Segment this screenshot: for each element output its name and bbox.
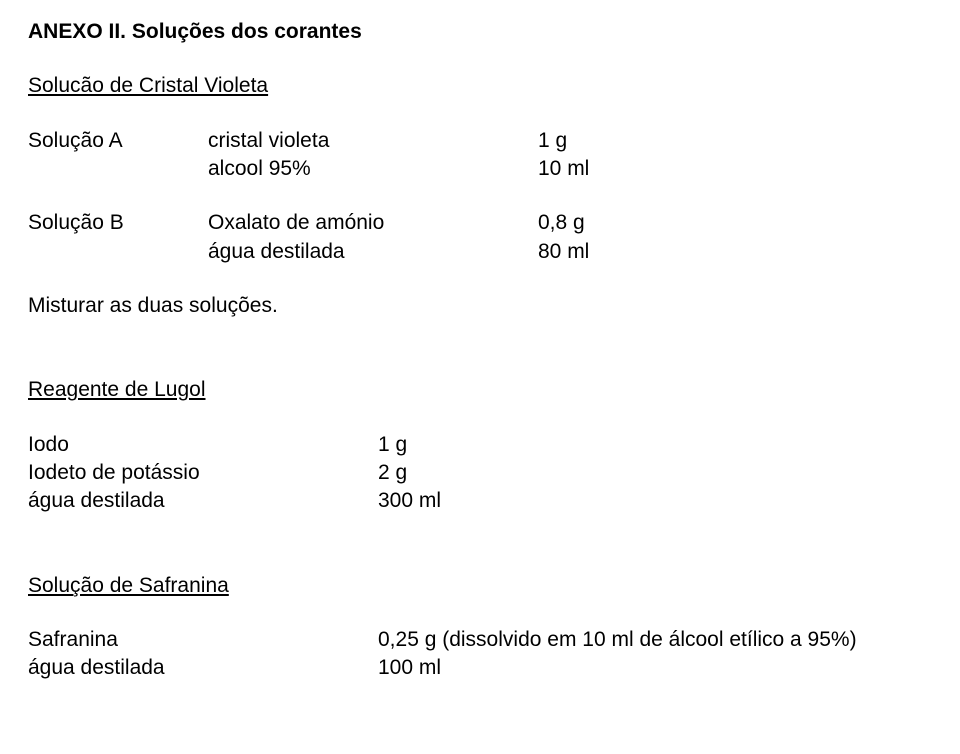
- safranina-row-1: Safranina 0,25 g (dissolvido em 10 ml de…: [28, 626, 932, 654]
- lugol-item-2-value: 2 g: [378, 459, 407, 487]
- solucao-a-item-1-value: 1 g: [538, 127, 567, 155]
- section-1-heading-text: Solucão de Cristal Violeta: [28, 74, 268, 97]
- safranina-item-1-value: 0,25 g (dissolvido em 10 ml de álcool et…: [378, 626, 857, 654]
- solucao-b: Solução B Oxalato de amónio 0,8 g água d…: [28, 209, 932, 266]
- solucao-a-row-2: alcool 95% 10 ml: [28, 155, 932, 183]
- section-3-heading: Solução de Safranina: [28, 572, 932, 600]
- spacer: [28, 238, 208, 266]
- document-title: ANEXO II. Soluções dos corantes: [28, 18, 932, 46]
- solucao-b-item-1-name: Oxalato de amónio: [208, 209, 538, 237]
- title-rest: Soluções dos corantes: [126, 20, 362, 43]
- lugol-item-1-name: Iodo: [28, 431, 378, 459]
- lugol-row-2: Iodeto de potássio 2 g: [28, 459, 932, 487]
- solucao-b-item-2-value: 80 ml: [538, 238, 589, 266]
- lugol-table: Iodo 1 g Iodeto de potássio 2 g água des…: [28, 431, 932, 516]
- title-prefix: ANEXO II.: [28, 20, 126, 43]
- safranina-item-1-name: Safranina: [28, 626, 378, 654]
- lugol-item-1-value: 1 g: [378, 431, 407, 459]
- lugol-item-3-name: água destilada: [28, 487, 378, 515]
- solucao-b-item-2-name: água destilada: [208, 238, 538, 266]
- mix-note: Misturar as duas soluções.: [28, 292, 932, 320]
- safranina-row-2: água destilada 100 ml: [28, 654, 932, 682]
- lugol-item-3-value: 300 ml: [378, 487, 441, 515]
- section-2-heading-text: Reagente de Lugol: [28, 378, 206, 401]
- section-1-heading: Solucão de Cristal Violeta: [28, 72, 932, 100]
- solucao-b-row-2: água destilada 80 ml: [28, 238, 932, 266]
- safranina-item-2-value: 100 ml: [378, 654, 441, 682]
- section-3-heading-text: Solução de Safranina: [28, 574, 229, 597]
- solucao-a-label: Solução A: [28, 127, 208, 155]
- document-page: ANEXO II. Soluções dos corantes Solucão …: [0, 0, 960, 683]
- lugol-row-3: água destilada 300 ml: [28, 487, 932, 515]
- solucao-a: Solução A cristal violeta 1 g alcool 95%…: [28, 127, 932, 184]
- solucao-a-item-2-value: 10 ml: [538, 155, 589, 183]
- lugol-row-1: Iodo 1 g: [28, 431, 932, 459]
- solucao-a-item-2-name: alcool 95%: [208, 155, 538, 183]
- solucao-b-row-1: Solução B Oxalato de amónio 0,8 g: [28, 209, 932, 237]
- safranina-table: Safranina 0,25 g (dissolvido em 10 ml de…: [28, 626, 932, 683]
- solucao-a-item-1-name: cristal violeta: [208, 127, 538, 155]
- lugol-item-2-name: Iodeto de potássio: [28, 459, 378, 487]
- spacer: [28, 155, 208, 183]
- solucao-a-row-1: Solução A cristal violeta 1 g: [28, 127, 932, 155]
- section-2-heading: Reagente de Lugol: [28, 376, 932, 404]
- solucao-b-item-1-value: 0,8 g: [538, 209, 585, 237]
- solucao-b-label: Solução B: [28, 209, 208, 237]
- safranina-item-2-name: água destilada: [28, 654, 378, 682]
